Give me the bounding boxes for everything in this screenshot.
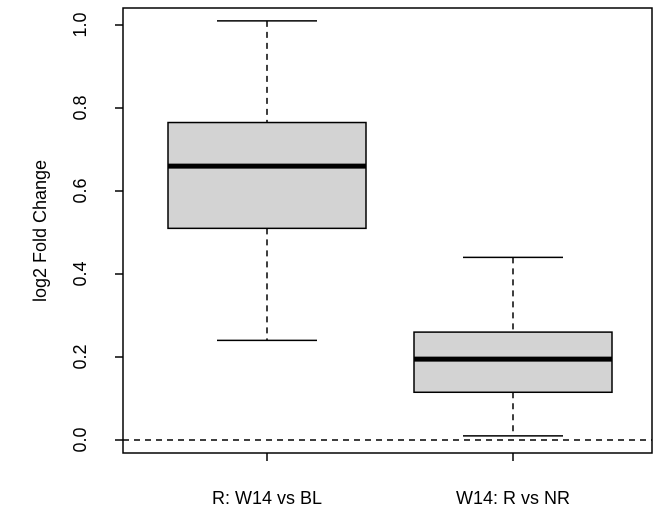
- x-tick-label: R: W14 vs BL: [212, 488, 322, 508]
- box-group: [167, 20, 367, 342]
- y-tick-label: 0.2: [70, 344, 90, 369]
- y-tick-label: 0.8: [70, 95, 90, 120]
- y-axis: 0.0 0.2 0.4 0.6 0.8 1.0: [70, 12, 123, 453]
- iqr-box: [413, 331, 613, 394]
- y-tick-label: 0.0: [70, 427, 90, 452]
- y-tick-label: 0.4: [70, 261, 90, 286]
- box-group: [413, 256, 613, 437]
- x-axis: R: W14 vs BL W14: R vs NR: [212, 453, 570, 508]
- y-axis-title: log2 Fold Change: [30, 160, 50, 302]
- y-tick-label: 1.0: [70, 12, 90, 37]
- y-tick-label: 0.6: [70, 178, 90, 203]
- boxes-layer: [167, 20, 613, 437]
- iqr-box: [167, 121, 367, 230]
- x-tick-label: W14: R vs NR: [456, 488, 570, 508]
- plot-frame: [122, 7, 653, 454]
